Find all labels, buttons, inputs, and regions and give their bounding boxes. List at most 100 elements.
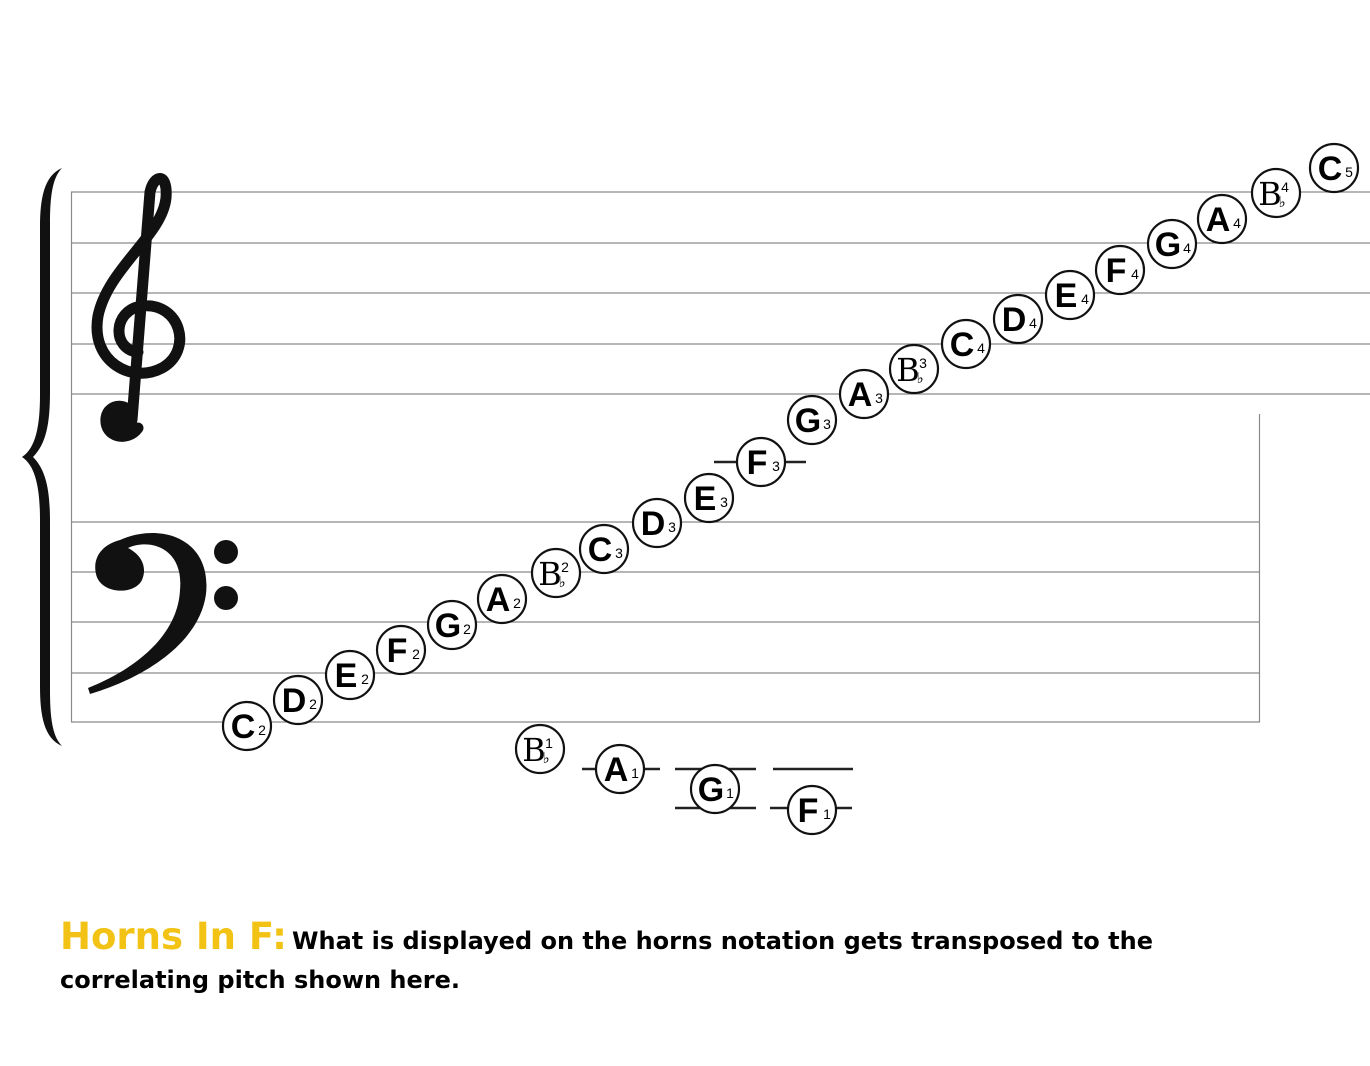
note-octave: 3 [875,390,883,406]
note-circle [1146,218,1198,270]
note-octave: 2 [309,696,317,712]
note-circle [940,318,992,370]
note-circle [631,497,683,549]
note-letter: F [747,444,768,482]
note-letter: E [335,657,358,695]
note-circle [992,293,1044,345]
note-octave: 5 [1345,164,1353,180]
note-letter: C [231,708,256,746]
note-letter: A [1206,201,1231,239]
note-octave: 1 [631,765,639,781]
note-circle [689,763,741,815]
flat-sign-icon: ♭ [542,749,549,767]
note-octave: 2 [561,559,569,575]
note-octave: 4 [1131,266,1139,282]
bass-clef-dot-lower [214,586,238,610]
brace-icon [22,168,62,746]
note-bb3: B♭3 [888,343,940,395]
note-letter: G [1155,226,1181,264]
note-octave: 3 [823,416,831,432]
note-letter: E [694,480,717,518]
note-letter: C [1318,150,1343,188]
note-circle [578,523,630,575]
note-circle [530,547,582,599]
note-circle [1044,269,1096,321]
note-circle [1308,142,1360,194]
note-letter: G [435,607,461,645]
note-letter: B [1258,175,1282,213]
note-letter: A [604,751,629,789]
note-octave: 4 [1281,179,1289,195]
note-octave: 3 [615,545,623,561]
caption-title: Horns In F: [60,915,287,958]
note-circle [735,436,787,488]
note-letter: E [1055,277,1078,315]
note-letter: D [1002,301,1027,339]
flat-sign-icon: ♭ [558,573,565,591]
note-letter: B [522,731,546,769]
note-circle [1250,167,1302,219]
note-circle [221,700,273,752]
note-letter: D [282,682,307,720]
note-circle [786,784,838,836]
note-octave: 2 [412,646,420,662]
treble-staff [71,191,1370,395]
note-octave: 4 [977,340,985,356]
note-octave: 4 [1029,315,1037,331]
note-octave: 1 [823,806,831,822]
note-circle [476,573,528,625]
note-circle [683,472,735,524]
note-circle [888,343,940,395]
note-circle [1196,193,1248,245]
note-letter: F [798,792,819,830]
note-letter: C [950,326,975,364]
note-bb4: B♭4 [1250,167,1302,219]
note-circle [426,599,478,651]
note-circle [838,368,890,420]
caption: Horns In F: What is displayed on the hor… [60,918,1260,1001]
note-octave: 1 [726,785,734,801]
note-letter: A [848,376,873,414]
note-bb2: B♭2 [530,547,582,599]
notes-layer: C 2D 2E 2F 2G 2A 2B♭2 C 3D 3E 3F 3G 3A 3B♭3 C 4D 4E 4F 4G 4… [221,142,1360,836]
note-circle [375,624,427,676]
flat-sign-icon: ♭ [1278,193,1285,211]
note-letter: G [698,771,724,809]
treble-clef-dot [105,410,133,438]
note-bb1: B♭1 [514,723,566,775]
note-octave: 2 [258,722,266,738]
note-circle [272,674,324,726]
bass-clef-icon [88,532,207,694]
note-octave: 2 [513,595,521,611]
note-octave: 3 [668,519,676,535]
note-circle [514,723,566,775]
note-letter: G [795,402,821,440]
note-octave: 2 [361,671,369,687]
note-octave: 1 [545,735,553,751]
bass-staff [71,521,1260,723]
note-octave: 4 [1081,291,1089,307]
caption-body: What is displayed on the horns notation … [60,927,1153,994]
note-octave: 2 [463,621,471,637]
note-letter: F [387,632,408,670]
